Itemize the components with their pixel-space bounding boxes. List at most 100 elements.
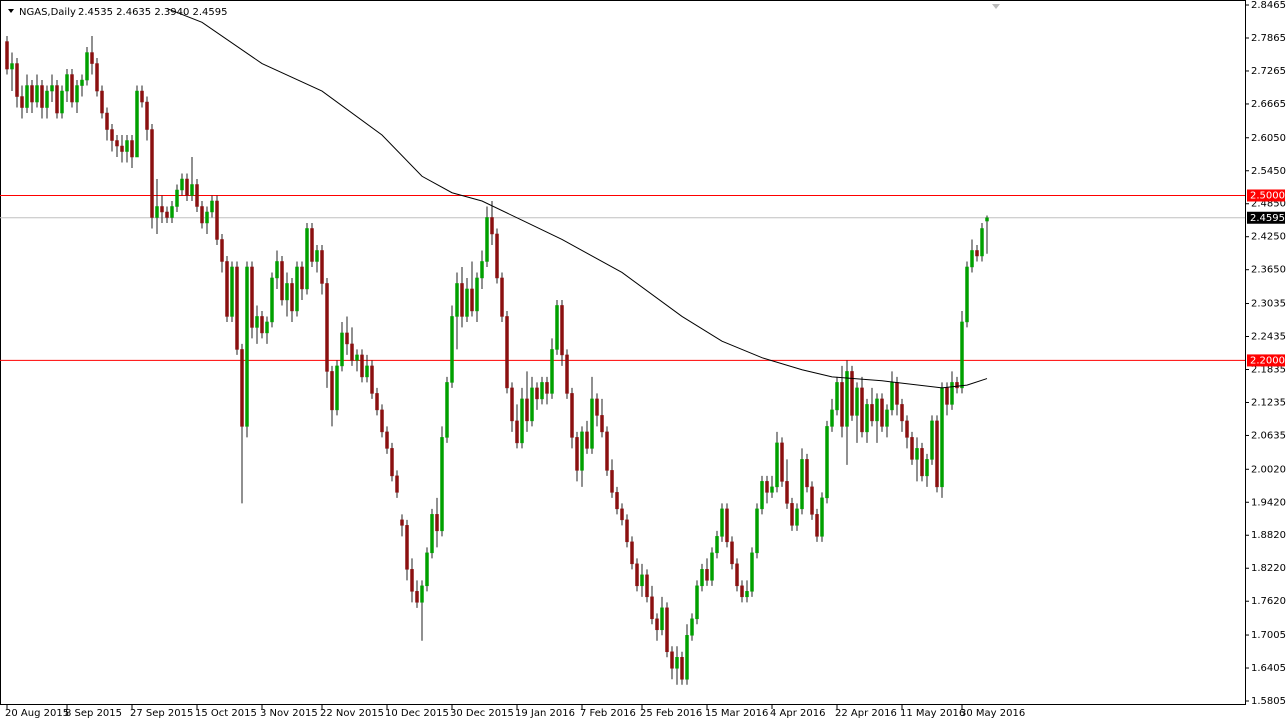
candle-body xyxy=(765,481,769,493)
candle-body xyxy=(25,85,29,108)
candle-body xyxy=(415,591,419,603)
candle-body xyxy=(220,239,224,262)
candle-body xyxy=(375,393,379,411)
candle-body xyxy=(55,85,59,114)
candle-body xyxy=(985,217,989,222)
y-tick-label: 1.7620 xyxy=(1251,596,1286,607)
candle-body xyxy=(630,541,634,565)
candle-body xyxy=(945,387,949,405)
y-tick-label: 2.1835 xyxy=(1251,364,1286,375)
candle-body xyxy=(65,74,69,92)
candle-body xyxy=(930,420,934,460)
candle-body xyxy=(885,409,889,427)
candle-body xyxy=(240,349,244,427)
candle-body xyxy=(560,305,564,356)
chart-title: NGAS,Daily xyxy=(19,7,76,18)
candle-body xyxy=(190,184,194,196)
candle-body xyxy=(35,85,39,103)
candle-body xyxy=(790,503,794,526)
level-label: 2.2000 xyxy=(1250,355,1285,366)
candle-body xyxy=(355,354,359,361)
candle-body xyxy=(895,382,899,405)
candle-body xyxy=(205,211,209,224)
candle-body xyxy=(585,431,589,449)
candle-body xyxy=(760,481,764,510)
candle-body xyxy=(100,90,104,114)
candle-body xyxy=(555,305,559,350)
y-tick-label: 2.3035 xyxy=(1251,299,1286,310)
candle-body xyxy=(210,200,214,213)
candle-body xyxy=(85,52,89,81)
candle-body xyxy=(10,63,14,70)
candle-body xyxy=(395,475,399,493)
candle-body xyxy=(130,140,134,158)
candle-body xyxy=(115,140,119,147)
candle-body xyxy=(720,508,724,537)
candle-body xyxy=(445,382,449,438)
candle-body xyxy=(110,129,114,141)
level-label-box xyxy=(1247,354,1285,367)
candle-body xyxy=(825,426,829,499)
candle-body xyxy=(820,497,824,537)
candle-body xyxy=(700,569,704,587)
candle-body xyxy=(805,459,809,488)
candle-body xyxy=(90,52,94,64)
candle-body xyxy=(455,283,459,317)
candle-body xyxy=(80,79,84,86)
x-tick-label: 8 Sep 2015 xyxy=(65,708,122,719)
candle-body xyxy=(635,563,639,587)
candle-body xyxy=(160,206,164,213)
candle-body xyxy=(250,266,254,328)
candle-body xyxy=(615,492,619,510)
candle-body xyxy=(920,448,924,477)
y-tick-label: 2.6050 xyxy=(1251,133,1286,144)
candle-body xyxy=(565,354,569,394)
candle-body xyxy=(215,200,219,240)
candle-body xyxy=(540,382,544,400)
current-price-label: 2.4595 xyxy=(1250,213,1285,224)
y-tick-label: 2.7865 xyxy=(1251,33,1286,44)
candle-body xyxy=(830,409,834,427)
header-ohlc: 2.4535 2.4635 2.3940 2.4595 xyxy=(78,7,228,18)
candle-body xyxy=(605,431,609,471)
x-tick-label: 22 Apr 2016 xyxy=(835,708,897,719)
candle-body xyxy=(60,90,64,114)
candle-body xyxy=(170,206,174,218)
candle-body xyxy=(140,90,144,103)
candle-body xyxy=(780,442,784,482)
candle-body xyxy=(745,591,749,598)
candle-body xyxy=(365,365,369,378)
candle-body xyxy=(320,250,324,284)
candle-body xyxy=(600,415,604,433)
candle-body xyxy=(265,321,269,334)
candle-body xyxy=(75,85,79,103)
candle-body xyxy=(675,657,679,669)
candle-body xyxy=(410,569,414,592)
candle-body xyxy=(310,228,314,262)
x-tick-label: 7 Feb 2016 xyxy=(580,708,636,719)
candle-body xyxy=(350,343,354,361)
candle-body xyxy=(335,365,339,411)
candle-body xyxy=(305,228,309,290)
candle-body xyxy=(500,277,504,317)
candle-body xyxy=(475,277,479,312)
candle-body xyxy=(105,112,109,130)
candle-body xyxy=(175,189,179,207)
candle-body xyxy=(200,206,204,224)
y-tick-label: 2.8465 xyxy=(1251,0,1286,11)
candle-body xyxy=(520,398,524,444)
candle-body xyxy=(400,519,404,526)
level-label-box xyxy=(1247,189,1285,202)
candle-body xyxy=(290,283,294,312)
x-tick-label: 4 Apr 2016 xyxy=(770,708,825,719)
candle-body xyxy=(40,85,44,108)
candle-body xyxy=(980,228,984,257)
y-tick-label: 2.5450 xyxy=(1251,166,1286,177)
menu-arrow xyxy=(8,9,14,13)
candle-body xyxy=(280,261,284,301)
candle-body xyxy=(610,470,614,493)
candle-body xyxy=(450,316,454,383)
candle-body xyxy=(255,316,259,328)
candle-body xyxy=(750,552,754,592)
candle-body xyxy=(665,607,669,653)
